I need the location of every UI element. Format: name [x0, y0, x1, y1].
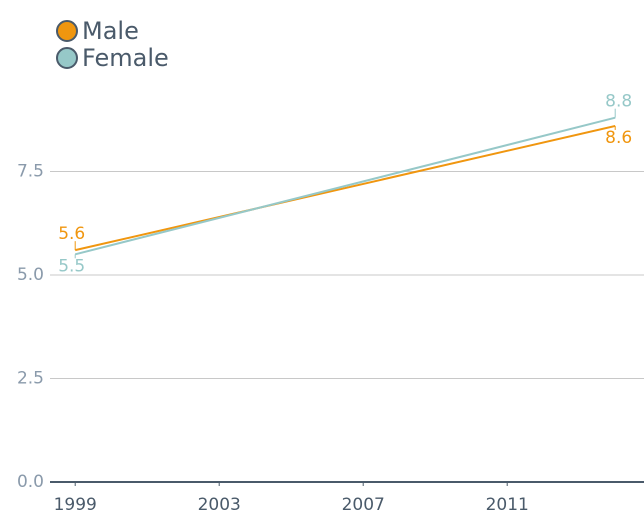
y-tick-label: 0.0 — [17, 472, 44, 492]
legend-label: Male — [82, 17, 139, 45]
legend-label: Female — [82, 44, 169, 72]
legend-marker — [56, 47, 78, 69]
x-tick-label: 2003 — [198, 495, 241, 515]
y-tick-label: 5.0 — [17, 265, 44, 285]
data-label: 5.6 — [58, 224, 85, 244]
line-series — [74, 116, 616, 256]
y-tick-label: 2.5 — [17, 369, 44, 389]
x-tick-label: 2011 — [486, 495, 529, 515]
data-label: 8.6 — [605, 128, 632, 148]
x-tick-label: 2007 — [342, 495, 385, 515]
legend-marker — [56, 20, 78, 42]
line-series — [74, 124, 616, 252]
data-label: 5.5 — [58, 256, 85, 276]
data-label: 8.8 — [605, 92, 632, 112]
x-tick-label: 1999 — [54, 495, 97, 515]
y-tick-label: 7.5 — [17, 162, 44, 182]
